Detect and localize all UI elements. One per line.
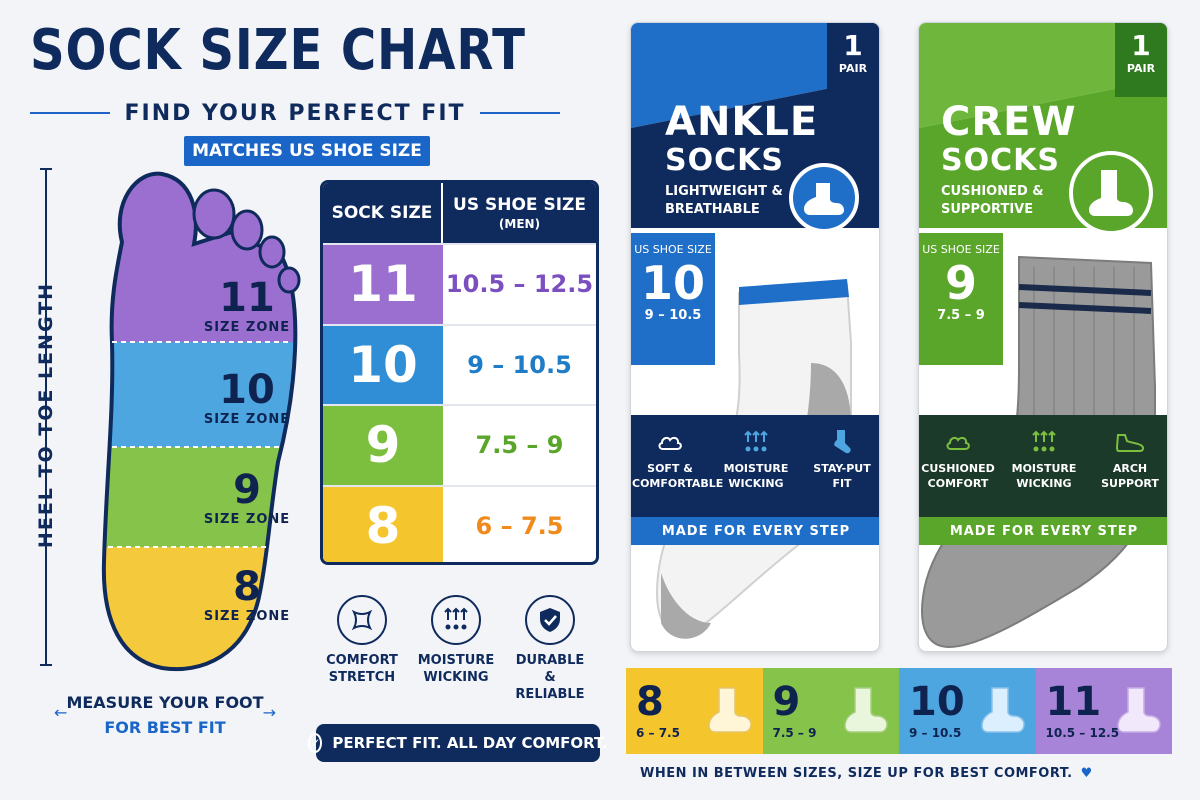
check-circle-icon: ✓ xyxy=(308,733,323,753)
row-range: 7.5 – 9 xyxy=(475,431,564,460)
package-name: CREW xyxy=(941,99,1077,145)
feature-moisture-wicking: MOISTURE WICKING xyxy=(414,595,498,686)
ruler-label: HEEL TO TOE LENGTH xyxy=(35,281,57,549)
foot-illustration: 11 SIZE ZONE 10 SIZE ZONE 9 SIZE ZONE 8 … xyxy=(82,162,308,682)
package-desc: LIGHTWEIGHT & BREATHABLE xyxy=(665,184,783,217)
tagline-text: PERFECT FIT. ALL DAY COMFORT. xyxy=(332,734,608,752)
crew-socks-package: 1 PAIR CREW SOCKS CUSHIONED & SUPPORTIVE … xyxy=(918,22,1168,652)
tagline-banner: ✓ PERFECT FIT. ALL DAY COMFORT. xyxy=(308,724,608,762)
package-name: ANKLE xyxy=(665,99,819,145)
row-range: 6 – 7.5 xyxy=(475,511,564,540)
sock-icon xyxy=(707,687,752,733)
table-row: 10 9 – 10.5 xyxy=(323,323,596,404)
matches-badge: MATCHES US SHOE SIZE xyxy=(184,136,430,166)
sock-icon xyxy=(844,687,888,733)
feature-cushioned: CUSHIONED COMFORT xyxy=(920,427,996,491)
package-name-2: SOCKS xyxy=(665,143,784,178)
measure-line1: MEASURE YOUR FOOT xyxy=(66,693,264,712)
arrow-right-icon: → xyxy=(262,703,276,722)
moisture-icon xyxy=(431,595,481,645)
feature-moisture: MOISTURE WICKING xyxy=(1006,427,1082,491)
strip-size-9: 9 7.5 – 9 xyxy=(762,668,899,754)
moisture-icon xyxy=(718,427,794,457)
measure-line2: FOR BEST FIT xyxy=(104,718,226,737)
package-size-box: US SHOE SIZE 10 9 – 10.5 xyxy=(631,233,715,365)
sizing-note: WHEN IN BETWEEN SIZES, SIZE UP FOR BEST … xyxy=(640,766,1093,781)
zone-10-fill xyxy=(103,342,296,447)
row-size: 9 xyxy=(323,406,443,485)
arrow-left-icon: ← xyxy=(54,703,68,722)
ankle-sock-icon xyxy=(789,163,859,233)
sock-icon xyxy=(1117,687,1161,733)
zone-9-label: 9 SIZE ZONE xyxy=(203,467,291,527)
table-row: 8 6 – 7.5 xyxy=(323,484,596,562)
row-size: 8 xyxy=(323,486,443,562)
feature-moisture: MOISTURE WICKING xyxy=(718,427,794,491)
shoe-icon xyxy=(1092,427,1167,457)
subtitle-row: FIND YOUR PERFECT FIT xyxy=(30,98,561,128)
feature-arch: ARCH SUPPORT xyxy=(1092,427,1167,491)
crew-sock-icon xyxy=(1069,151,1153,235)
ankle-socks-package: 1 PAIR ANKLE SOCKS LIGHTWEIGHT & BREATHAB… xyxy=(630,22,880,652)
package-made-banner: MADE FOR EVERY STEP xyxy=(919,517,1167,545)
header-sock-size: SOCK SIZE xyxy=(323,183,443,243)
pair-badge: 1 PAIR xyxy=(827,23,879,97)
cloud-icon xyxy=(632,427,708,457)
moisture-icon xyxy=(1006,427,1082,457)
zone-9-fill xyxy=(103,447,296,547)
row-range: 9 – 10.5 xyxy=(467,350,572,379)
stretch-icon xyxy=(337,595,387,645)
package-desc: CUSHIONED & SUPPORTIVE xyxy=(941,184,1044,217)
sock-icon xyxy=(980,687,1025,733)
table-row: 11 10.5 – 12.5 xyxy=(323,243,596,324)
heart-icon: ♥ xyxy=(1080,766,1093,781)
row-size: 11 xyxy=(323,245,443,324)
zone-11-label: 11 SIZE ZONE xyxy=(203,275,291,335)
strip-size-10: 10 9 – 10.5 xyxy=(899,668,1036,754)
zone-10-label: 10 SIZE ZONE xyxy=(203,367,291,427)
feature-soft: SOFT & COMFORTABLE xyxy=(632,427,723,491)
page-title: SOCK SIZE CHART xyxy=(30,18,526,83)
feature-stay-put: STAY-PUT FIT xyxy=(804,427,879,491)
foot-graphic xyxy=(101,171,301,672)
strip-size-11: 11 10.5 – 12.5 xyxy=(1035,668,1172,754)
package-size-box: US SHOE SIZE 9 7.5 – 9 xyxy=(919,233,1003,365)
divider-left xyxy=(30,112,111,114)
size-table: SOCK SIZE US SHOE SIZE (MEN) 11 10.5 – 1… xyxy=(320,180,599,565)
length-ruler xyxy=(40,168,52,666)
feature-comfort-stretch: COMFORT STRETCH xyxy=(320,595,404,686)
feature-durable: DURABLE & RELIABLE xyxy=(508,595,592,703)
zone-8-label: 8 SIZE ZONE xyxy=(203,564,291,624)
shield-check-icon xyxy=(525,595,575,645)
sock-icon xyxy=(804,427,879,457)
table-row: 9 7.5 – 9 xyxy=(323,404,596,485)
header-shoe-size: US SHOE SIZE (MEN) xyxy=(453,195,586,231)
divider-right xyxy=(479,112,561,114)
package-feature-band: CUSHIONED COMFORT MOISTURE WICKING ARCH SUP… xyxy=(919,415,1167,517)
package-feature-band: SOFT & COMFORTABLE MOISTURE WICKING STAY-P… xyxy=(631,415,879,517)
row-range: 10.5 – 12.5 xyxy=(445,270,594,299)
package-name-2: SOCKS xyxy=(941,143,1060,178)
pair-badge: 1 PAIR xyxy=(1115,23,1167,97)
measure-hint: ← MEASURE YOUR FOOT FOR BEST FIT → xyxy=(50,693,280,737)
table-header: SOCK SIZE US SHOE SIZE (MEN) xyxy=(323,183,596,243)
page-subtitle: FIND YOUR PERFECT FIT xyxy=(124,100,466,126)
package-made-banner: MADE FOR EVERY STEP xyxy=(631,517,879,545)
cloud-icon xyxy=(920,427,996,457)
row-size: 10 xyxy=(323,325,443,404)
